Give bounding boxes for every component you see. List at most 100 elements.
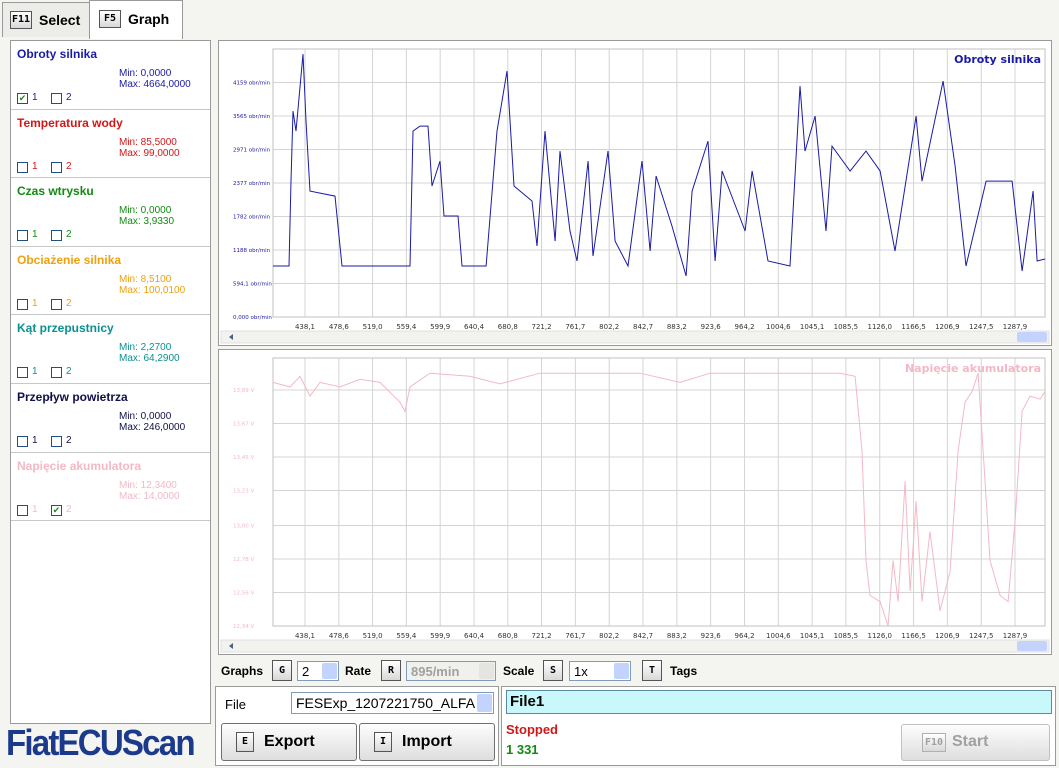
y-tick-label: 4159 obr/min	[233, 81, 271, 87]
button-label: Start	[952, 733, 989, 750]
status-panel: File1 Stopped 1 331 F10 Start	[501, 686, 1056, 766]
x-tick-label: 438,1	[295, 632, 315, 640]
y-tick-label: 13,00 V	[233, 524, 254, 530]
graph: 12,34 V 12,56 V 12,78 V 13,00 V 13,23 V 13,45…	[220, 357, 1050, 653]
y-tick-label: 13,67 V	[233, 421, 254, 427]
sensor-item: Przepływ powietrza Min: 0,0000 Max: 246,00…	[11, 384, 210, 453]
graph-title: Napięcie akumulatora	[905, 362, 1041, 375]
checkbox[interactable]	[51, 93, 62, 104]
key-hint: F11	[10, 11, 32, 29]
checkbox[interactable]	[17, 436, 28, 447]
key-hint: G	[272, 660, 292, 681]
key-hint: F5	[99, 10, 121, 28]
checkbox[interactable]	[17, 298, 28, 310]
x-tick-label: 559,4	[396, 632, 417, 640]
scale-select[interactable]: 1x	[569, 661, 631, 681]
sensor-max: Max: 99,0000	[119, 147, 180, 159]
file-name: File1	[506, 690, 1052, 714]
rate-select: 895/min	[406, 661, 496, 681]
checkbox[interactable]	[17, 230, 28, 242]
x-tick-label: 1166,5	[901, 323, 926, 331]
checkbox-label: 1	[32, 160, 38, 172]
x-tick-label: 1247,5	[969, 323, 994, 331]
button-label: Export	[264, 733, 315, 750]
checkbox-label: 1	[32, 435, 38, 446]
checkbox[interactable]: ✔	[51, 504, 62, 516]
x-tick-label: 1206,9	[935, 323, 960, 331]
file-panel: File FESExp_1207221750_ALFA E Export I I…	[215, 686, 499, 766]
sensor-max: Max: 14,0000	[119, 490, 180, 502]
button-label: Import	[402, 733, 452, 750]
x-tick-label: 883,2	[667, 632, 687, 640]
checkbox-label: 2	[66, 366, 72, 378]
sensor-item: Napięcie akumulatora Min: 12,3400 Max: 14,…	[11, 453, 210, 522]
checkbox-label: 2	[66, 229, 72, 241]
tags-button[interactable]: T	[642, 660, 662, 681]
sensor-min: Min: 12,3400	[119, 479, 177, 491]
sensor-max: Max: 246,0000	[119, 422, 186, 433]
sensor-name: Kąt przepustnicy	[17, 321, 114, 336]
graphs-select[interactable]: 2	[297, 661, 339, 681]
x-tick-label: 478,6	[329, 323, 350, 331]
sensor-item: Kąt przepustnicy Min: 2,2700 Max: 64,2900 1…	[11, 315, 210, 384]
sensor-panel: Obroty silnika Min: 0,0000 Max: 4664,0000 ✔…	[10, 40, 211, 724]
x-tick-label: 478,6	[329, 632, 350, 640]
x-tick-label: 1247,5	[969, 632, 994, 640]
key-hint: F10	[922, 733, 946, 752]
x-tick-label: 1004,6	[766, 632, 791, 640]
y-tick-label: 594,1 obr/min	[233, 282, 272, 288]
file-select[interactable]: FESExp_1207221750_ALFA	[291, 692, 494, 714]
run-state: Stopped	[506, 722, 558, 737]
checkbox[interactable]	[17, 161, 28, 173]
x-tick-label: 1045,1	[800, 632, 825, 640]
checkbox[interactable]	[51, 230, 62, 242]
y-tick-label: 13,23 V	[233, 488, 254, 494]
checkbox-label: 1	[32, 229, 38, 241]
x-tick-label: 640,4	[464, 323, 485, 331]
x-tick-label: 1004,6	[766, 323, 791, 331]
x-tick-label: 438,1	[295, 323, 315, 331]
x-tick-label: 721,2	[532, 632, 552, 640]
y-tick-label: 1782 obr/min	[233, 215, 271, 221]
y-tick-label: 0,000 obr/min	[233, 315, 272, 321]
checkbox[interactable]	[51, 436, 62, 447]
sensor-max: Max: 64,2900	[119, 353, 180, 365]
x-tick-label: 559,4	[396, 323, 417, 331]
plot-border	[272, 48, 1046, 318]
select-value: 895/min	[411, 664, 460, 679]
y-tick-label: 12,56 V	[233, 591, 254, 597]
tab-select[interactable]: F11 Select	[2, 2, 90, 37]
y-tick-label: 13,45 V	[233, 455, 254, 461]
checkbox[interactable]	[17, 504, 28, 516]
checkbox[interactable]	[51, 298, 62, 310]
y-tick-label: 2971 obr/min	[233, 148, 271, 154]
key-hint: I	[374, 732, 392, 752]
checkbox[interactable]	[51, 161, 62, 173]
export-button[interactable]: E Export	[221, 723, 357, 761]
sensor-name: Obroty silnika	[17, 47, 98, 61]
x-tick-label: 1085,5	[834, 632, 859, 640]
sensor-min: Min: 85,5000	[119, 136, 177, 148]
checkbox[interactable]	[51, 367, 62, 379]
graph-frame: 12,34 V 12,56 V 12,78 V 13,00 V 13,23 V 13,45…	[218, 349, 1052, 655]
import-button[interactable]: I Import	[359, 723, 495, 761]
checkbox[interactable]: ✔	[17, 93, 28, 104]
y-tick-label: 13,89 V	[233, 388, 254, 394]
sensor-name: Obciażenie silnika	[17, 252, 122, 267]
x-tick-label: 923,6	[701, 632, 722, 640]
tab-graph[interactable]: F5 Graph	[89, 0, 183, 39]
x-tick-label: 1287,9	[1003, 632, 1028, 640]
x-tick-label: 761,7	[565, 323, 585, 331]
checkbox[interactable]	[17, 367, 28, 379]
x-tick-label: 680,8	[498, 632, 518, 640]
y-tick-label: 1188 obr/min	[233, 248, 271, 254]
graph-frame: 0,000 obr/min 594,1 obr/min 1188 obr/min 17…	[218, 40, 1052, 346]
x-tick-label: 964,2	[735, 323, 755, 331]
plot-border	[272, 357, 1046, 627]
select-value: 1x	[574, 664, 588, 679]
scroll-thumb	[1017, 332, 1047, 342]
x-tick-label: 761,7	[565, 632, 585, 640]
x-tick-label: 964,2	[735, 632, 755, 640]
sensor-name: Napięcie akumulatora	[17, 458, 142, 473]
